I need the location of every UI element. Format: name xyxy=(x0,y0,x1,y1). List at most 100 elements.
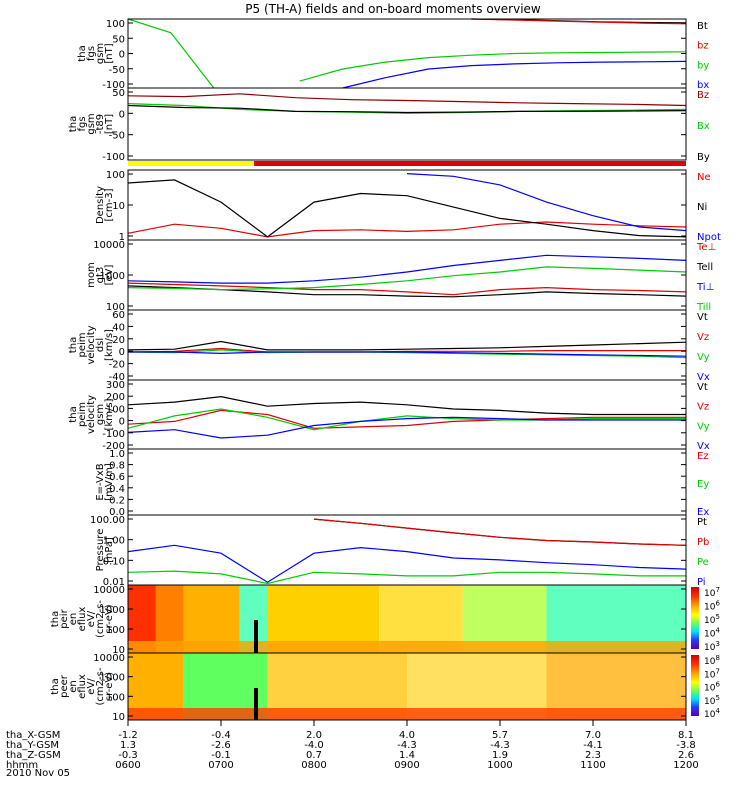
orbit-value: 2.6 xyxy=(678,750,694,761)
colorbar-tick-label: 106 xyxy=(704,681,720,694)
panels-layer: 100500-50-100thafgsgsm[nT]Btbzbybx500-50… xyxy=(50,18,721,723)
y-tick-label: 100 xyxy=(106,170,125,181)
orbit-value: -3.8 xyxy=(676,740,696,751)
figure-title: P5 (TH-A) fields and on-board moments ov… xyxy=(245,2,541,16)
y-axis-label-line: velocity xyxy=(86,395,97,434)
legend-entry: Pi xyxy=(697,577,706,588)
panel-frame xyxy=(127,18,687,89)
y-tick-label: 100 xyxy=(106,404,125,415)
colorbar-tick-label: 105 xyxy=(704,613,720,626)
y-axis-label-line: fgs xyxy=(77,116,88,131)
panel-frame xyxy=(127,239,687,311)
orbit-row-label: hhmm xyxy=(6,760,38,771)
y-tick-label: 40 xyxy=(112,322,125,333)
series-line-peim_dsl-0 xyxy=(127,340,687,351)
panel-frame xyxy=(127,448,687,516)
legend-entry: Npot xyxy=(697,232,721,243)
y-tick-label: 0 xyxy=(119,417,125,428)
y-axis-label-line: eflux xyxy=(77,607,88,632)
series-line-pressure-3 xyxy=(127,544,687,583)
series-line-temperature-2 xyxy=(127,254,687,284)
y-tick-label: 1.0 xyxy=(109,449,125,460)
y-tick-label: 0.2 xyxy=(109,495,125,506)
y-tick-label: 0 xyxy=(119,50,125,61)
orbit-value: -4.0 xyxy=(304,740,324,751)
orbit-row-label: tha_X-GSM xyxy=(6,730,60,741)
status-bar-red xyxy=(254,161,686,166)
orbit-value: -4.3 xyxy=(490,740,510,751)
legend-entry: Ni xyxy=(697,202,707,213)
y-axis-label-line: mom xyxy=(86,262,97,288)
y-tick-label: -100 xyxy=(102,80,125,91)
series-line-peim_gsm-1 xyxy=(127,409,686,429)
y-tick-label: 0.8 xyxy=(109,461,125,472)
y-axis-label-line: peer xyxy=(59,674,70,698)
y-axis-label-line: eV/ xyxy=(86,610,97,627)
series-line-peim_dsl-3 xyxy=(128,351,687,357)
legend-entry: Pt xyxy=(697,517,707,528)
y-axis-label-line: [nT] xyxy=(104,114,115,134)
series-line-temperature-3 xyxy=(127,266,687,291)
series-line-fgs-1 xyxy=(471,18,687,25)
y-tick-label: 100 xyxy=(106,692,125,703)
y-tick-label: -200 xyxy=(102,441,125,452)
series-line-pressure-1 xyxy=(313,518,687,546)
legend-entry: Vz xyxy=(697,402,709,413)
legend-entry: Ex xyxy=(697,507,709,518)
series-line-peim_gsm-3 xyxy=(127,416,686,439)
y-tick-label: 10 xyxy=(112,645,125,656)
orbit-value: 1200 xyxy=(673,760,698,771)
y-tick-label: 0 xyxy=(119,109,125,120)
y-axis-label-line: fgs xyxy=(86,46,97,61)
orbit-value: 0700 xyxy=(208,760,233,771)
orbit-value: -0.3 xyxy=(118,750,138,761)
spectrogram-band xyxy=(128,708,686,720)
orbit-axis: tha_X-GSM -1.2 -0.4 2.0 4.0 5.7 7.0 8.1 tha_Y-GS… xyxy=(6,720,699,771)
y-tick-label: 200 xyxy=(106,392,125,403)
y-tick-label: 10000 xyxy=(93,240,125,251)
legend-entry: bz xyxy=(697,41,709,52)
series-line-pressure-0 xyxy=(313,518,687,546)
panel-exb: 1.00.80.60.40.20.0E=-VxB[mV/m] Ez Ey Ex xyxy=(95,448,709,518)
y-axis-label-line: [km/s] xyxy=(104,398,115,430)
colorbar-tick-label: 106 xyxy=(704,600,720,613)
y-tick-label: 0.10 xyxy=(103,556,125,567)
y-tick-label: 100 xyxy=(106,19,125,30)
spectrogram-band xyxy=(128,641,686,653)
orbit-value: 2.3 xyxy=(585,750,601,761)
legend-entry: Till xyxy=(696,302,711,313)
legend-entry: Tell xyxy=(696,262,713,273)
orbit-value: -4.1 xyxy=(583,740,603,751)
orbit-value: 2.0 xyxy=(306,730,322,741)
y-axis-label-line: Density xyxy=(95,186,106,224)
y-axis-label-line: (cm2-s- xyxy=(95,600,106,638)
colorbar-tick-label: 107 xyxy=(704,667,720,680)
y-axis-label-line: -t89 xyxy=(95,114,106,134)
orbit-value: -0.1 xyxy=(211,750,231,761)
legend-entry: Ne xyxy=(697,172,711,183)
y-axis-label-line: [nPa] xyxy=(104,537,115,563)
series-line-fgs-3 xyxy=(342,60,687,89)
legend-entry: Vx xyxy=(697,441,710,452)
y-axis-label-line: [mV/m] xyxy=(104,463,115,501)
colorbar-tick-label: 107 xyxy=(704,586,720,599)
series-line-fgs-2 xyxy=(127,18,687,89)
y-axis-label-line: tha xyxy=(50,611,61,627)
legend-entry: Bx xyxy=(697,121,710,132)
y-tick-label: 50 xyxy=(112,34,125,45)
series-line-density-0 xyxy=(127,221,687,238)
y-tick-label: -50 xyxy=(109,131,125,142)
y-tick-label: -100 xyxy=(102,429,125,440)
y-tick-label: -100 xyxy=(102,152,125,163)
panel-frame xyxy=(127,87,687,161)
y-axis-label-line: tha xyxy=(68,406,79,422)
orbit-value: 1100 xyxy=(580,760,605,771)
y-axis-label-line: velocity xyxy=(86,325,97,364)
y-tick-label: 1 xyxy=(119,232,125,243)
panel-density: 100 10 1 Density[cm-3] Ne Ni Npot xyxy=(95,169,721,243)
legend-entry: Bt xyxy=(697,21,708,32)
